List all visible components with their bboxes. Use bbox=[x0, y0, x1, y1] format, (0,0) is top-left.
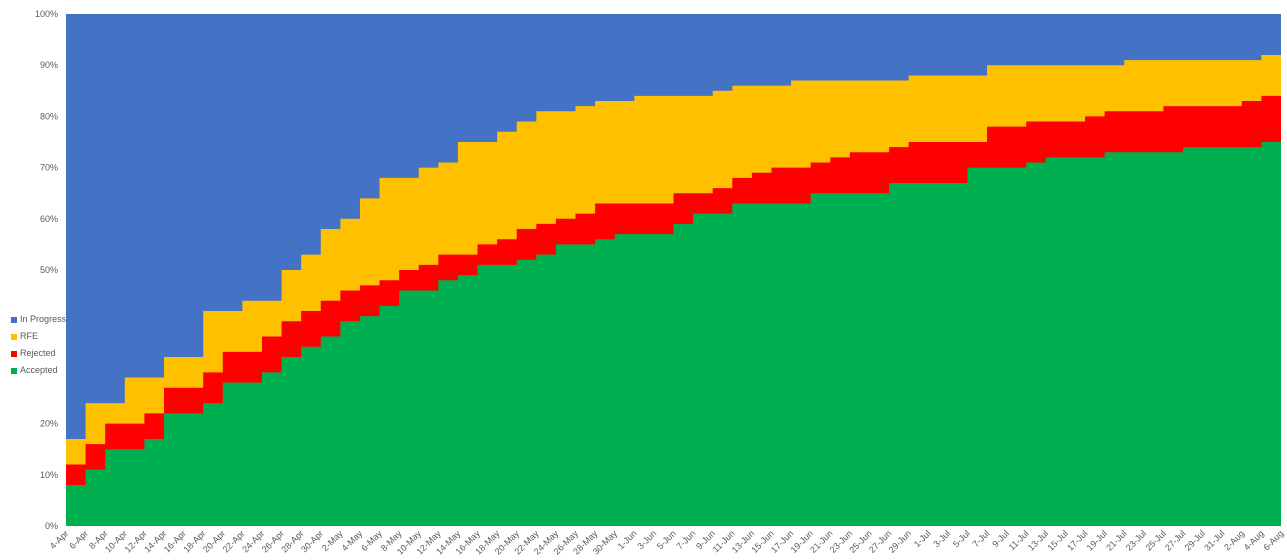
legend: In Progress RFE Rejected Accepted bbox=[11, 311, 66, 379]
y-tick-label: 10% bbox=[40, 470, 58, 480]
y-tick-label: 80% bbox=[40, 111, 58, 121]
area-accepted bbox=[66, 142, 1281, 526]
legend-swatch-in-progress bbox=[11, 316, 17, 323]
x-tick-label: 4-Apr bbox=[48, 528, 71, 551]
legend-label-in-progress: In Progress bbox=[20, 314, 67, 324]
y-tick-label: 50% bbox=[40, 265, 58, 275]
x-tick-label: 7-Jul bbox=[971, 528, 992, 549]
legend-item-rfe: RFE bbox=[11, 328, 66, 345]
legend-label-rfe: RFE bbox=[20, 331, 38, 341]
x-tick-label: 2-May bbox=[320, 528, 345, 553]
legend-swatch-rfe bbox=[11, 333, 17, 340]
x-tick-label: 29-Jul bbox=[1183, 528, 1207, 552]
x-tick-label: 19-Jul bbox=[1085, 528, 1109, 552]
x-tick-label: 27-Jul bbox=[1163, 528, 1187, 552]
x-tick-label: 5-Jul bbox=[951, 528, 972, 549]
x-tick-label: 30-Apr bbox=[299, 528, 325, 554]
x-tick-label: 1-Jun bbox=[616, 528, 639, 551]
y-tick-label: 100% bbox=[35, 9, 58, 19]
y-axis-ticks: 0% 10% 20% 50% 60% 70% 80% 90% 100% bbox=[35, 9, 58, 531]
x-tick-label: 15-Jul bbox=[1045, 528, 1069, 552]
x-tick-label: 29-Jun bbox=[887, 528, 914, 555]
y-tick-label: 0% bbox=[45, 521, 58, 531]
x-tick-label: 4-Aug bbox=[1242, 528, 1266, 552]
x-tick-label: 11-Jul bbox=[1007, 528, 1031, 552]
x-axis-ticks: 4-Apr6-Apr8-Apr10-Apr12-Apr14-Apr16-Apr1… bbox=[48, 528, 1286, 557]
x-tick-label: 17-Jul bbox=[1065, 528, 1089, 552]
legend-label-accepted: Accepted bbox=[20, 365, 58, 375]
x-tick-label: 31-Jul bbox=[1202, 528, 1226, 552]
legend-item-rejected: Rejected bbox=[11, 345, 66, 362]
x-tick-label: 3-Jun bbox=[635, 528, 658, 551]
x-tick-label: 7-Jun bbox=[675, 528, 698, 551]
x-tick-label: 3-Jul bbox=[931, 528, 952, 549]
x-tick-label: 25-Jul bbox=[1143, 528, 1167, 552]
x-tick-label: 1-Jul bbox=[912, 528, 933, 549]
legend-swatch-rejected bbox=[11, 350, 17, 357]
x-tick-label: 6-Apr bbox=[67, 528, 90, 551]
x-tick-label: 2-Aug bbox=[1222, 528, 1246, 552]
plot-areas bbox=[66, 14, 1281, 527]
x-tick-label: 6-May bbox=[359, 528, 384, 553]
x-tick-label: 5-Jun bbox=[655, 528, 678, 551]
legend-label-rejected: Rejected bbox=[20, 348, 56, 358]
y-tick-label: 60% bbox=[40, 214, 58, 224]
y-tick-label: 90% bbox=[40, 60, 58, 70]
y-tick-label: 20% bbox=[40, 419, 58, 429]
x-tick-label: 23-Jul bbox=[1124, 528, 1148, 552]
legend-swatch-accepted bbox=[11, 367, 17, 374]
x-tick-label: 4-May bbox=[340, 528, 365, 553]
x-tick-label: 6-Aug bbox=[1261, 528, 1285, 552]
legend-item-accepted: Accepted bbox=[11, 362, 66, 379]
legend-item-in-progress: In Progress bbox=[11, 311, 66, 328]
x-tick-label: 13-Jul bbox=[1026, 528, 1050, 552]
y-tick-label: 70% bbox=[40, 163, 58, 173]
x-tick-label: 21-Jul bbox=[1104, 528, 1128, 552]
